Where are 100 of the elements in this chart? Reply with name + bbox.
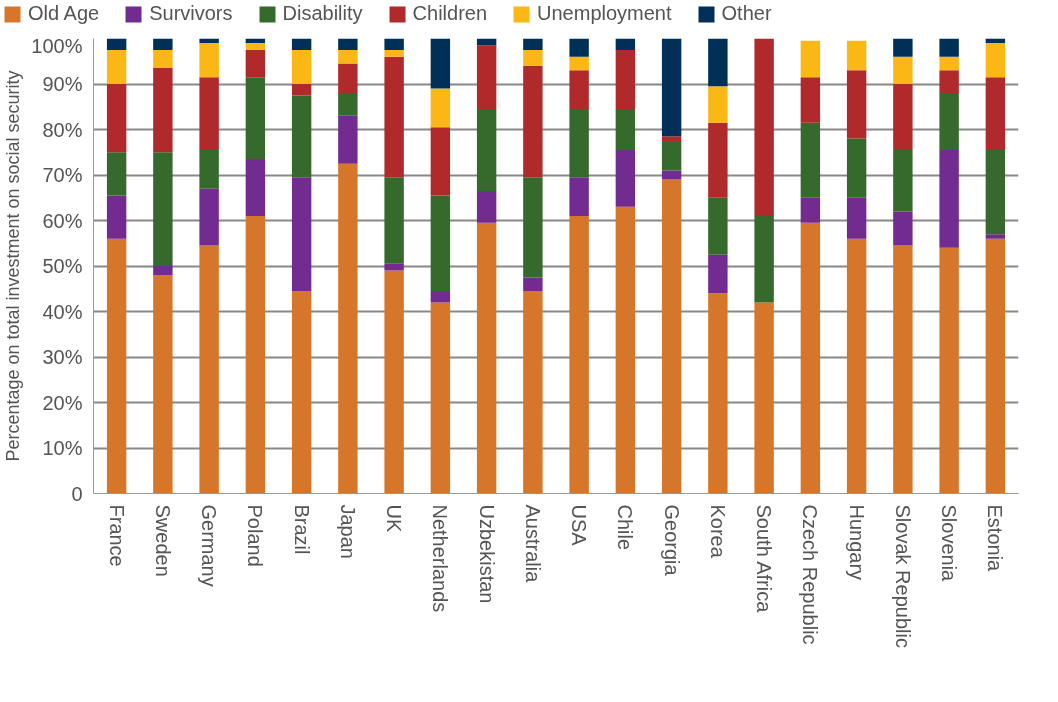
legend-label: Children — [412, 2, 488, 25]
bar — [523, 38, 543, 50]
bar — [846, 138, 867, 198]
bar — [384, 263, 404, 271]
x-tick-label: Poland — [244, 504, 267, 567]
bar — [708, 122, 728, 198]
bar — [245, 159, 266, 216]
bar — [615, 109, 636, 150]
bar — [939, 38, 959, 57]
x-tick-label: USA — [568, 504, 591, 547]
x-tick-label: Korea — [706, 504, 729, 559]
x-tick-label: Sweden — [151, 504, 174, 577]
bar — [430, 38, 451, 89]
bar — [430, 195, 451, 292]
x-tick-label: UK — [383, 504, 406, 533]
bar — [893, 245, 913, 494]
legend-label: Disability — [282, 2, 363, 25]
y-tick-label: 30% — [42, 346, 83, 368]
y-tick-label: 70% — [42, 164, 83, 186]
x-tick-label: Hungary — [845, 504, 868, 581]
bar — [245, 49, 266, 78]
bar — [384, 177, 404, 264]
bar — [523, 291, 543, 494]
bar — [800, 197, 821, 223]
bar — [939, 93, 959, 150]
bar — [153, 38, 173, 50]
bar — [338, 163, 358, 494]
y-tick-label: 80% — [42, 118, 83, 141]
y-tick-label: 60% — [42, 209, 83, 232]
bar — [338, 115, 358, 164]
bar — [291, 49, 312, 84]
bar — [800, 122, 821, 198]
bar — [893, 84, 913, 150]
bar — [291, 95, 312, 178]
x-tick-label: South Africa — [753, 504, 776, 614]
bar — [985, 238, 1006, 494]
x-tick-label: Japan — [336, 504, 359, 559]
bar — [106, 195, 127, 239]
bar — [708, 254, 728, 294]
bar — [199, 43, 219, 78]
bar — [800, 77, 821, 123]
bar — [106, 238, 127, 494]
bar — [985, 149, 1006, 235]
x-tick-label: Chile — [614, 504, 637, 551]
bar — [338, 93, 358, 116]
bar — [476, 109, 497, 191]
bar — [708, 197, 728, 255]
bar — [199, 245, 219, 494]
bar — [661, 38, 682, 137]
bar — [430, 302, 451, 494]
x-tick-label: Slovenia — [938, 504, 961, 583]
y-tick-label: 90% — [42, 73, 83, 95]
bar — [754, 38, 774, 216]
bar — [615, 38, 636, 50]
bar — [754, 302, 774, 494]
bar — [893, 56, 913, 84]
y-axis-title: Percentage on total investment on social security — [3, 70, 24, 462]
bar — [846, 70, 867, 139]
bar — [800, 40, 821, 78]
legend-label: Other — [721, 2, 772, 25]
y-tick-label: 40% — [42, 300, 83, 323]
bar — [199, 77, 219, 150]
x-tick-label: Estonia — [984, 504, 1007, 573]
bar — [199, 188, 219, 246]
x-tick-label: France — [105, 504, 128, 567]
bar — [939, 149, 959, 248]
bar — [708, 38, 728, 87]
bar — [569, 109, 589, 178]
bar — [523, 49, 543, 66]
bar — [106, 38, 127, 50]
bar — [430, 88, 451, 128]
bar — [615, 206, 636, 494]
bar — [291, 177, 312, 292]
bar — [384, 49, 404, 57]
bar — [569, 177, 589, 216]
bar — [338, 49, 358, 64]
y-tick-label: 100% — [31, 34, 83, 57]
bar — [939, 56, 959, 71]
bar — [893, 149, 913, 212]
x-tick-label: Germany — [198, 504, 221, 587]
bar — [569, 70, 589, 110]
x-tick-label: Brazil — [290, 504, 313, 555]
bar — [153, 68, 173, 153]
bar — [569, 56, 589, 71]
bar — [523, 65, 543, 178]
bar — [430, 291, 451, 303]
bar — [106, 84, 127, 153]
bar — [893, 38, 913, 57]
bar — [153, 152, 173, 266]
bar — [153, 266, 173, 276]
bar — [661, 140, 682, 171]
bar — [106, 49, 127, 84]
x-tick-label: Georgia — [660, 504, 683, 577]
bar — [245, 215, 266, 494]
legend-label: Old Age — [28, 2, 100, 25]
x-tick-label: Netherlands — [429, 504, 452, 613]
bar — [754, 215, 774, 303]
bar — [661, 170, 682, 180]
bar — [199, 149, 219, 189]
bar — [291, 291, 312, 494]
